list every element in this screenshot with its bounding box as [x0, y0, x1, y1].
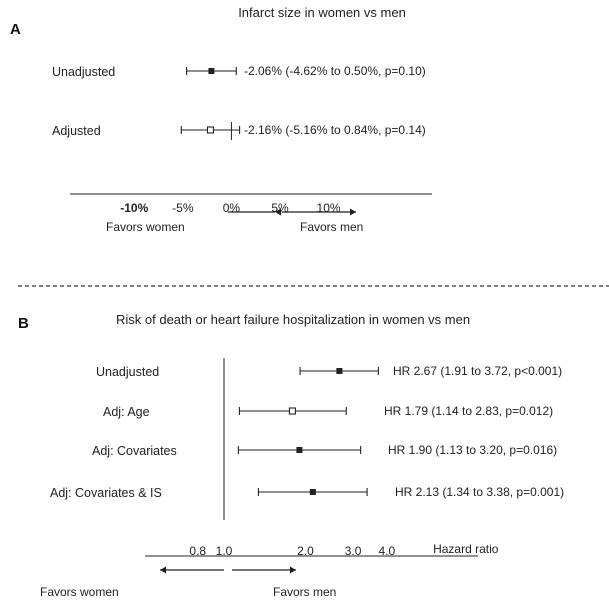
favors-left-label: Favors women: [106, 220, 185, 234]
point-estimate: [288, 407, 296, 415]
point-estimate: [206, 126, 214, 134]
point-estimate: [296, 447, 303, 453]
ci-text: -2.06% (-4.62% to 0.50%, p=0.10): [244, 64, 426, 78]
ci-text: HR 1.79 (1.14 to 2.83, p=0.012): [384, 404, 553, 418]
row-label: Unadjusted: [52, 65, 115, 79]
ci-text: HR 1.90 (1.13 to 3.20, p=0.016): [388, 443, 557, 457]
row-label: Adjusted: [52, 124, 101, 138]
tick-label: 2.0: [297, 544, 314, 558]
point-estimate: [208, 68, 215, 74]
tick-label: 10%: [317, 201, 341, 215]
favors-right-label: Favors men: [300, 220, 363, 234]
ci-text: HR 2.67 (1.91 to 3.72, p<0.001): [393, 364, 562, 378]
point-estimate: [336, 368, 343, 374]
row-label: Adj: Age: [103, 405, 150, 419]
panel-b: B Risk of death or heart failure hospital…: [18, 312, 564, 599]
tick-label: 1.0: [216, 544, 233, 558]
favors-right-arrow-head: [350, 208, 356, 216]
panel-letter: A: [10, 21, 21, 38]
panel-title: Infarct size in women vs men: [238, 5, 406, 20]
panel-title: Risk of death or heart failure hospitali…: [116, 312, 470, 327]
ci-text: -2.16% (-5.16% to 0.84%, p=0.14): [244, 123, 426, 137]
favors-left-label: Favors women: [40, 585, 119, 599]
tick-label: 3.0: [345, 544, 362, 558]
favors-left-arrow-head: [160, 566, 166, 574]
tick-label: 0%: [223, 201, 241, 215]
x-axis-title: Hazard ratio: [433, 542, 499, 556]
favors-left-arrow-head: [275, 208, 281, 216]
panel-a: A Infarct size in women vs men Unadjusted -…: [10, 5, 432, 234]
panel-letter: B: [18, 315, 29, 332]
tick-label: -10%: [120, 201, 148, 215]
point-estimate: [309, 489, 316, 495]
tick-label: 0.8: [189, 544, 206, 558]
tick-label: 4.0: [379, 544, 396, 558]
row-label: Unadjusted: [96, 365, 159, 379]
tick-label: -5%: [172, 201, 194, 215]
row-label: Adj: Covariates: [92, 444, 177, 458]
favors-right-label: Favors men: [273, 585, 336, 599]
favors-right-arrow-head: [290, 566, 296, 574]
row-label: Adj: Covariates & IS: [50, 486, 162, 500]
ci-text: HR 2.13 (1.34 to 3.38, p=0.001): [395, 485, 564, 499]
